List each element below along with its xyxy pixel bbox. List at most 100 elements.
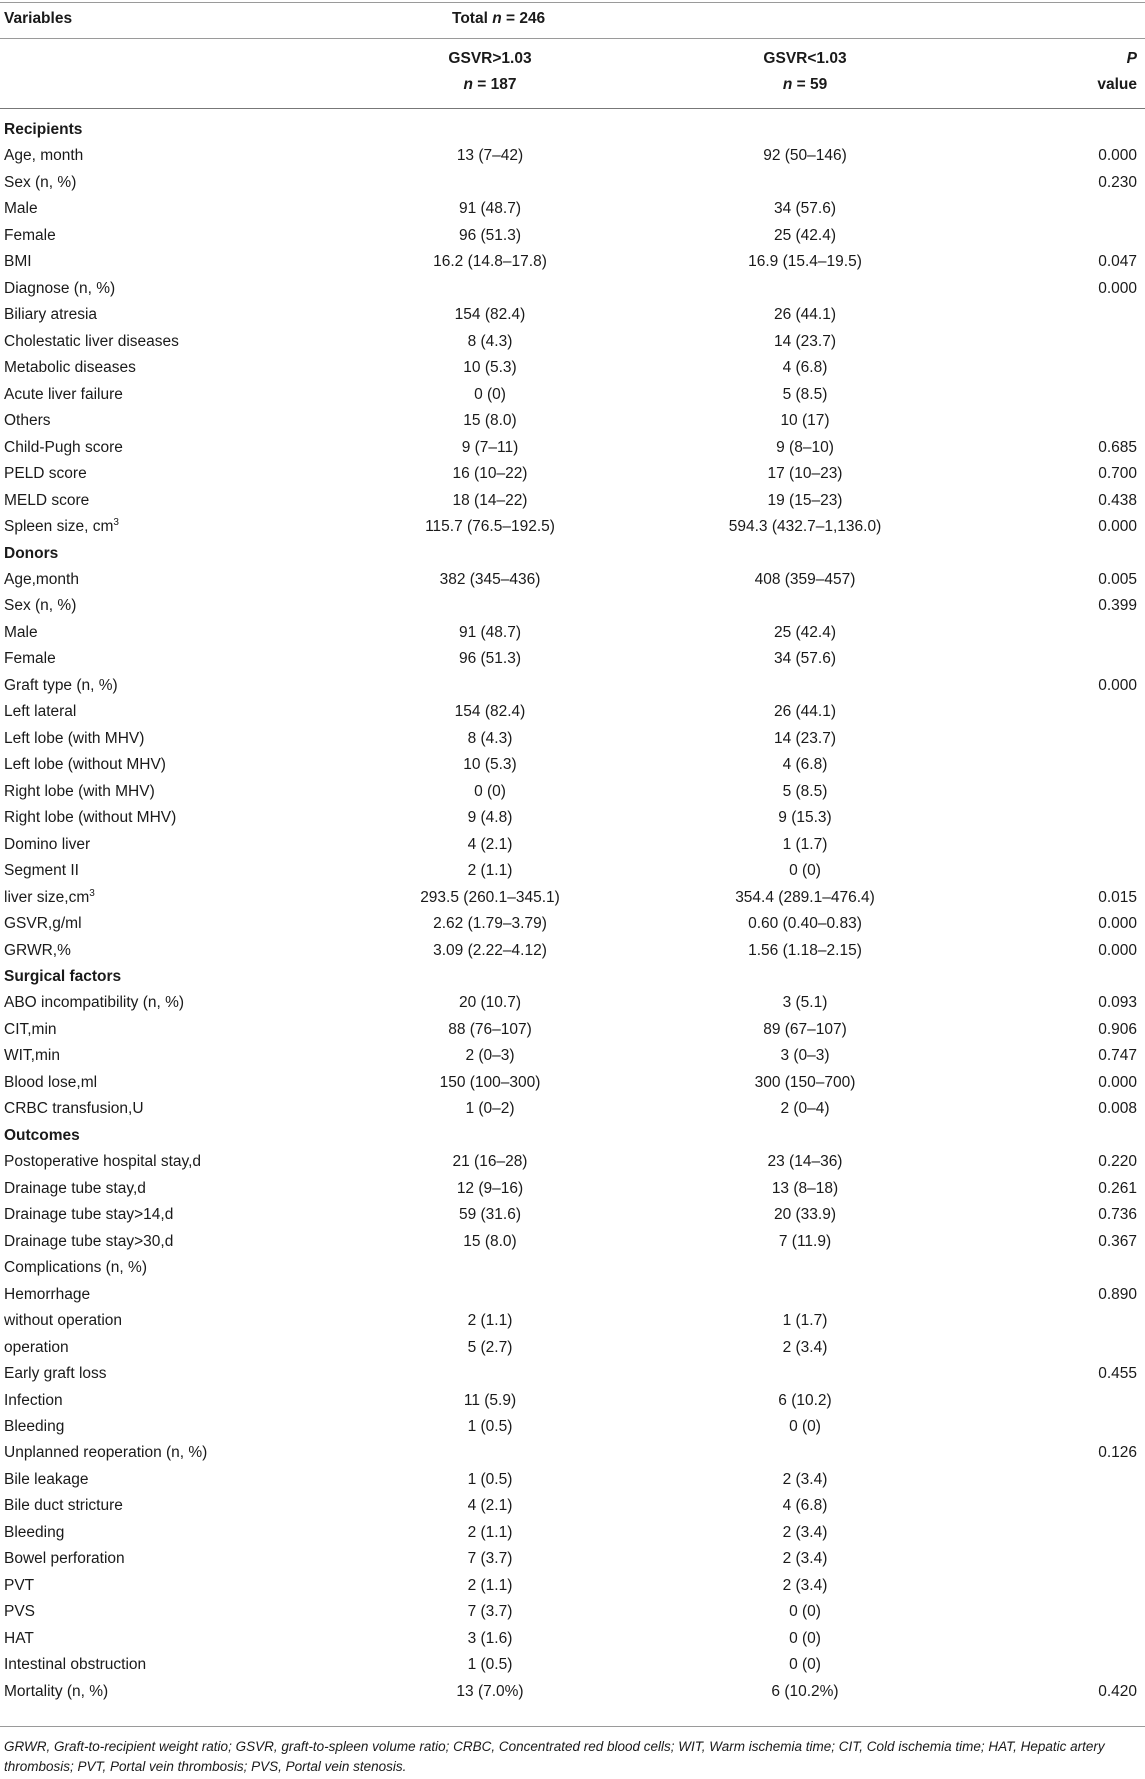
row-label: Sex (n, %) <box>4 597 77 615</box>
row-label: Complications (n, %) <box>4 1259 147 1277</box>
header-p-label: P <box>1030 50 1137 68</box>
table-row: Male 91 (48.7) 34 (57.6) <box>0 196 1145 222</box>
row-p-value: 0.000 <box>1098 941 1137 959</box>
table-row: Intestinal obstruction 1 (0.5) 0 (0) <box>0 1652 1145 1678</box>
header-group2-n-italic: n <box>782 76 793 93</box>
row-p-value: 0.047 <box>1098 253 1137 271</box>
row-group2-value: 5 (8.5) <box>782 782 828 800</box>
table-row: Mortality (n, %) 13 (7.0%) 6 (10.2%) 0.420 <box>0 1679 1145 1705</box>
row-label: ABO incompatibility (n, %) <box>4 994 185 1012</box>
row-group2-value: 9 (8–10) <box>776 438 834 456</box>
row-label-superscript: 3 <box>89 887 95 899</box>
row-label: Right lobe (with MHV) <box>4 782 155 800</box>
row-group1-value: 293.5 (260.1–345.1) <box>420 888 560 906</box>
table-row: Female 96 (51.3) 25 (42.4) <box>0 223 1145 249</box>
row-group2-value: 4 (6.8) <box>782 756 828 774</box>
row-label: HAT <box>4 1629 34 1647</box>
table-row: HAT 3 (1.6) 0 (0) <box>0 1626 1145 1652</box>
row-label: Female <box>4 226 56 244</box>
header-row-1: Variables Total n = 246 <box>0 10 1145 36</box>
row-label: Others <box>4 412 51 430</box>
row-group1-value: 91 (48.7) <box>458 623 522 641</box>
row-p-value: 0.126 <box>1098 1444 1137 1462</box>
row-group1-value: 7 (3.7) <box>467 1603 513 1621</box>
row-group2-value: 4 (6.8) <box>782 359 828 377</box>
row-label: BMI <box>4 253 32 271</box>
header-group1-n-italic: n <box>463 76 473 93</box>
table-row: PVT 2 (1.1) 2 (3.4) <box>0 1573 1145 1599</box>
row-label: Sex (n, %) <box>4 173 77 191</box>
row-group1-value: 15 (8.0) <box>463 1232 517 1250</box>
row-group2-value: 1 (1.7) <box>782 835 828 853</box>
row-label: CIT,min <box>4 1020 57 1038</box>
row-group2-value: 25 (42.4) <box>773 623 837 641</box>
table-row: PVS 7 (3.7) 0 (0) <box>0 1599 1145 1625</box>
table-row: Drainage tube stay>30,d 15 (8.0) 7 (11.9) 0… <box>0 1229 1145 1255</box>
row-group2-value: 20 (33.9) <box>773 1206 837 1224</box>
row-group2-value: 19 (15–23) <box>767 491 843 509</box>
row-group1-value: 154 (82.4) <box>454 703 526 721</box>
row-group1-value: 3.09 (2.22–4.12) <box>433 941 547 959</box>
row-label: Biliary atresia <box>4 306 98 324</box>
table-row: Complications (n, %) <box>0 1255 1145 1281</box>
table-row: Male 91 (48.7) 25 (42.4) <box>0 620 1145 646</box>
table-row: Left lobe (with MHV) 8 (4.3) 14 (23.7) <box>0 726 1145 752</box>
header-bottom-rule <box>0 108 1145 109</box>
row-group1-value: 2 (1.1) <box>467 1312 513 1330</box>
table-row: liver size,cm3 293.5 (260.1–345.1) 354.4 (… <box>0 885 1145 911</box>
row-label: Drainage tube stay>30,d <box>4 1232 174 1250</box>
row-p-value: 0.000 <box>1098 676 1137 694</box>
header-group2-n-value: = 59 <box>792 76 828 93</box>
row-label: Bowel perforation <box>4 1550 125 1568</box>
row-p-value: 0.261 <box>1098 1179 1137 1197</box>
row-group1-value: 18 (14–22) <box>452 491 528 509</box>
table-row: Domino liver 4 (2.1) 1 (1.7) <box>0 832 1145 858</box>
section-row: Donors <box>0 541 1145 567</box>
table-row: Bile duct stricture 4 (2.1) 4 (6.8) <box>0 1493 1145 1519</box>
row-group2-value: 5 (8.5) <box>782 385 828 403</box>
table-row: Left lobe (without MHV) 10 (5.3) 4 (6.8) <box>0 752 1145 778</box>
row-label: Mortality (n, %) <box>4 1682 109 1700</box>
table-row: GRWR,% 3.09 (2.22–4.12) 1.56 (1.18–2.15) 0.… <box>0 938 1145 964</box>
header-group1-label: GSVR>1.03 <box>448 50 532 67</box>
row-group2-value: 34 (57.6) <box>773 650 837 668</box>
table-row: WIT,min 2 (0–3) 3 (0–3) 0.747 <box>0 1043 1145 1069</box>
row-label: operation <box>4 1338 69 1356</box>
row-group2-value: 17 (10–23) <box>767 465 843 483</box>
table-row: CIT,min 88 (76–107) 89 (67–107) 0.906 <box>0 1017 1145 1043</box>
row-group2-value: 0 (0) <box>789 1629 821 1647</box>
row-group1-value: 12 (9–16) <box>456 1179 524 1197</box>
row-label: Intestinal obstruction <box>4 1656 147 1674</box>
row-p-value: 0.438 <box>1098 491 1137 509</box>
table-row: Child-Pugh score 9 (7–11) 9 (8–10) 0.685 <box>0 435 1145 461</box>
row-group2-value: 16.9 (15.4–19.5) <box>748 253 862 271</box>
row-group1-value: 150 (100–300) <box>439 1073 541 1091</box>
row-group1-value: 88 (76–107) <box>448 1020 532 1038</box>
row-group2-value: 26 (44.1) <box>773 306 837 324</box>
row-p-value: 0.008 <box>1098 1100 1137 1118</box>
row-label: Recipients <box>4 121 83 138</box>
row-group1-value: 2 (1.1) <box>467 862 513 880</box>
top-rule <box>0 2 1145 3</box>
row-group1-value: 382 (345–436) <box>439 570 541 588</box>
row-group1-value: 15 (8.0) <box>463 412 517 430</box>
row-label: Donors <box>4 544 59 562</box>
row-group1-value: 2 (1.1) <box>467 1576 513 1594</box>
table-row: PELD score 16 (10–22) 17 (10–23) 0.700 <box>0 461 1145 487</box>
table-row: Bleeding 2 (1.1) 2 (3.4) <box>0 1520 1145 1546</box>
table-row: Blood lose,ml 150 (100–300) 300 (150–700) 0… <box>0 1070 1145 1096</box>
table-row: Spleen size, cm3 115.7 (76.5–192.5) 594.3 … <box>0 514 1145 540</box>
row-group1-value: 9 (4.8) <box>467 809 513 827</box>
row-group1-value: 8 (4.3) <box>467 729 513 747</box>
row-group2-value: 4 (6.8) <box>782 1497 828 1515</box>
table-row: Drainage tube stay>14,d 59 (31.6) 20 (33.9… <box>0 1202 1145 1228</box>
row-label: Cholestatic liver diseases <box>4 332 179 350</box>
table-row: MELD score 18 (14–22) 19 (15–23) 0.438 <box>0 488 1145 514</box>
row-label: Domino liver <box>4 835 91 853</box>
header-p-italic: P <box>1126 50 1137 67</box>
row-label: Age, month <box>4 147 84 165</box>
row-group1-value: 10 (5.3) <box>463 359 517 377</box>
row-group2-value: 2 (3.4) <box>782 1550 828 1568</box>
row-p-value: 0.736 <box>1098 1206 1137 1224</box>
row-group2-value: 34 (57.6) <box>773 200 837 218</box>
